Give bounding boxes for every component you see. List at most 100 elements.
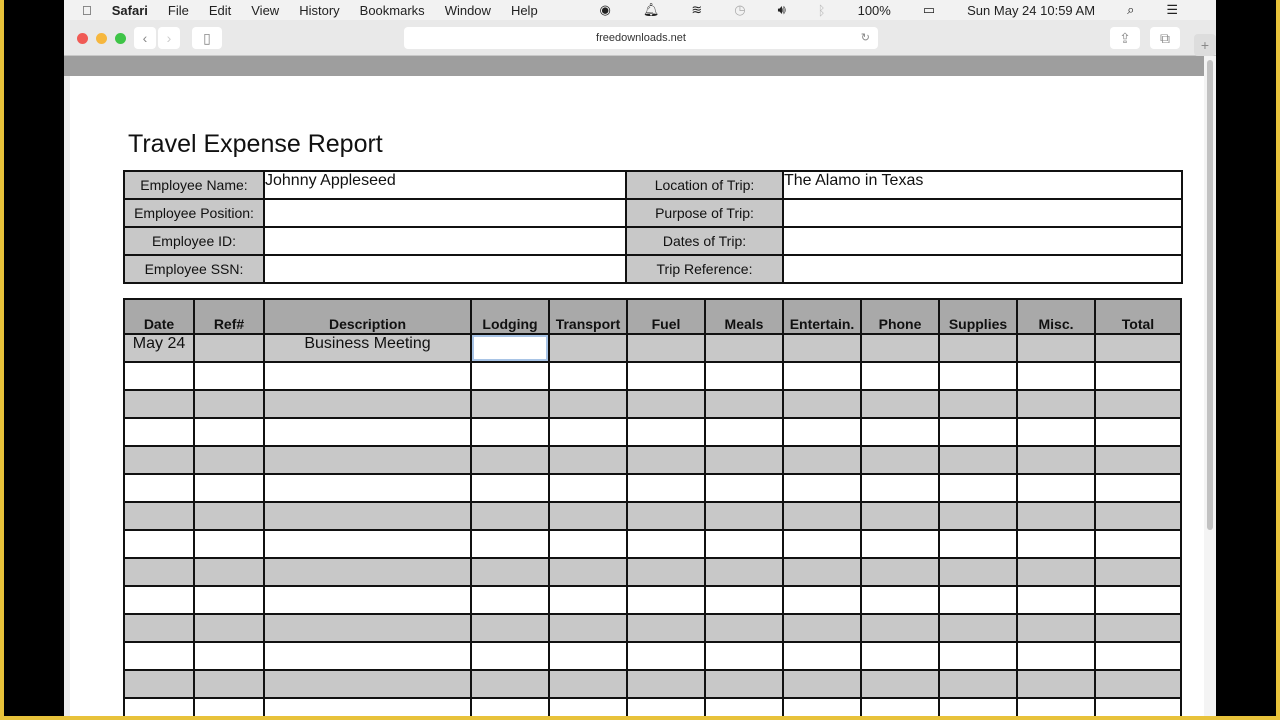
table-cell[interactable] [860,417,940,447]
table-cell[interactable] [470,501,550,531]
sidebar-icon[interactable]: ▯ [192,27,222,49]
table-cell[interactable] [193,529,265,559]
table-cell[interactable] [938,585,1018,615]
table-cell[interactable]: Business Meeting [263,333,472,363]
table-cell[interactable] [193,389,265,419]
table-cell[interactable] [938,669,1018,699]
table-cell[interactable] [704,417,784,447]
table-cell[interactable] [470,669,550,699]
table-cell[interactable] [470,361,550,391]
table-cell[interactable] [782,389,862,419]
table-cell[interactable] [860,445,940,475]
clock[interactable]: Sun May 24 10:59 AM [967,2,1096,18]
table-cell[interactable] [263,501,472,531]
table-cell[interactable] [548,613,628,643]
table-cell[interactable] [470,333,550,363]
scrollbar[interactable] [1204,56,1216,716]
table-cell[interactable] [1094,641,1182,671]
table-cell[interactable] [1016,557,1096,587]
table-cell[interactable] [1094,697,1182,716]
table-cell[interactable] [782,361,862,391]
table-cell[interactable] [193,445,265,475]
table-cell[interactable] [626,697,706,716]
table-cell[interactable] [782,501,862,531]
table-cell[interactable] [548,585,628,615]
table-cell[interactable] [860,585,940,615]
menu-edit[interactable]: Edit [199,2,231,18]
table-cell[interactable] [782,529,862,559]
table-cell[interactable] [782,333,862,363]
table-cell[interactable] [938,389,1018,419]
table-cell[interactable] [470,697,550,716]
table-cell[interactable] [626,669,706,699]
notification-center-icon[interactable]: ☰ [1166,2,1178,17]
table-cell[interactable] [123,613,195,643]
table-cell[interactable] [1016,501,1096,531]
table-cell[interactable] [123,557,195,587]
tabs-overview-icon[interactable]: ⧉ [1150,27,1180,49]
time-machine-icon[interactable]: ◷ [734,2,746,17]
table-cell[interactable] [1016,585,1096,615]
table-cell[interactable] [548,417,628,447]
table-cell[interactable] [193,641,265,671]
table-cell[interactable] [782,585,862,615]
table-cell[interactable] [123,501,195,531]
table-cell[interactable] [938,445,1018,475]
volume-icon[interactable]: 🔊︎ [777,2,786,17]
table-cell[interactable] [470,557,550,587]
table-cell[interactable] [193,557,265,587]
table-cell[interactable] [782,557,862,587]
table-cell[interactable] [626,361,706,391]
table-cell[interactable] [626,445,706,475]
table-cell[interactable] [626,389,706,419]
table-cell[interactable] [548,557,628,587]
table-cell[interactable] [860,557,940,587]
field-input[interactable] [782,254,1183,284]
table-cell[interactable] [860,641,940,671]
table-cell[interactable] [704,641,784,671]
table-cell[interactable] [704,361,784,391]
apple-icon[interactable]:  [82,3,92,18]
table-cell[interactable] [782,417,862,447]
field-input[interactable] [263,198,627,228]
table-cell[interactable] [1016,361,1096,391]
table-cell[interactable] [704,557,784,587]
table-cell[interactable] [263,585,472,615]
table-cell[interactable] [704,389,784,419]
table-cell[interactable] [263,557,472,587]
table-cell[interactable] [938,501,1018,531]
table-cell[interactable] [782,697,862,716]
field-input[interactable] [263,254,627,284]
table-cell[interactable] [193,333,265,363]
table-cell[interactable] [626,333,706,363]
table-cell[interactable] [626,417,706,447]
table-cell[interactable] [860,389,940,419]
table-cell[interactable] [470,473,550,503]
table-cell[interactable] [263,641,472,671]
table-cell[interactable] [1016,445,1096,475]
table-cell[interactable] [1016,697,1096,716]
close-button[interactable] [77,33,88,44]
table-cell[interactable] [123,529,195,559]
table-cell[interactable] [548,501,628,531]
menu-file[interactable]: File [158,2,189,18]
table-cell[interactable] [860,501,940,531]
table-cell[interactable] [123,585,195,615]
table-cell[interactable] [1016,333,1096,363]
field-input[interactable]: The Alamo in Texas [782,170,1183,200]
table-cell[interactable] [626,501,706,531]
table-cell[interactable] [193,361,265,391]
table-cell[interactable] [263,473,472,503]
table-cell[interactable] [1094,361,1182,391]
table-cell[interactable] [626,613,706,643]
table-cell[interactable] [263,613,472,643]
table-cell[interactable] [626,585,706,615]
table-cell[interactable] [548,669,628,699]
table-cell[interactable] [1094,501,1182,531]
field-input[interactable] [782,226,1183,256]
table-cell[interactable] [263,529,472,559]
table-cell[interactable] [626,473,706,503]
table-cell[interactable] [193,417,265,447]
table-cell[interactable] [123,361,195,391]
bluetooth-icon[interactable]: ᛒ [817,2,826,18]
